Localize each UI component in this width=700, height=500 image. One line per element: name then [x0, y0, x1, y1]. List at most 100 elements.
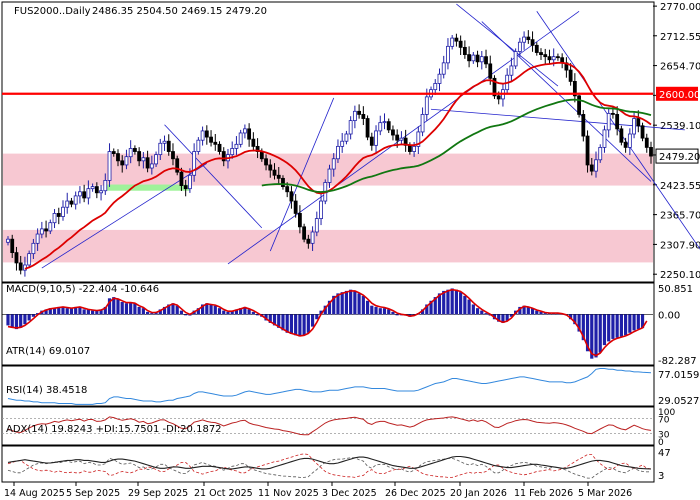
candle-body [242, 128, 247, 134]
candle-body [412, 145, 417, 152]
macd-bar [459, 292, 463, 315]
candle-body [124, 156, 129, 166]
macd-bar [349, 289, 353, 315]
macd-bar [518, 306, 522, 315]
macd-bar [120, 302, 124, 315]
adx-di-minus-line [7, 453, 652, 478]
candle-body [107, 151, 112, 181]
macd-bar [294, 314, 298, 336]
macd-bar [217, 308, 222, 315]
macd-bar [615, 314, 619, 338]
zone-pink-1 [3, 229, 653, 263]
candle-body [255, 145, 260, 152]
atr-line [7, 368, 652, 405]
candle-body [137, 151, 142, 162]
rsi-line [7, 416, 652, 436]
candle-body [188, 174, 192, 190]
candle-body [14, 252, 19, 264]
candlestick-series [6, 30, 653, 277]
macd-bar [112, 297, 116, 315]
macd-bar [27, 314, 31, 321]
candle-body [623, 141, 628, 148]
candle-body [416, 131, 421, 147]
candle-body [183, 185, 188, 190]
candle-body [120, 160, 125, 166]
macd-bar [179, 310, 184, 315]
candle-body [306, 238, 311, 244]
macd-bar [239, 308, 243, 315]
candle-body [526, 36, 531, 41]
trendline-0 [41, 163, 208, 269]
candle-body [589, 164, 594, 172]
candle-body [56, 213, 61, 217]
macd-bar [52, 308, 57, 315]
macd-bar [133, 303, 137, 315]
macd-bar [19, 314, 23, 328]
candle-body [158, 142, 163, 156]
macd-bar [116, 299, 120, 315]
macd-bar [247, 309, 251, 315]
macd-bar [446, 289, 450, 315]
candle-body [462, 46, 467, 55]
macd-bar [124, 303, 129, 315]
macd-bar [82, 309, 86, 315]
candle-body [310, 231, 315, 244]
candle-body [86, 188, 91, 199]
candle-body [204, 130, 209, 138]
candle-body [171, 151, 175, 160]
candle-body [82, 191, 87, 199]
macd-bar [370, 305, 374, 315]
macd-panel: 50.851 0.00 -82.287 [2, 284, 697, 367]
macd-bar [251, 311, 255, 315]
price-tick-label: 2654.70 [660, 62, 700, 73]
macd-bar [255, 314, 260, 316]
macd-tick-label: -82.287 [658, 356, 697, 367]
macd-bar [632, 314, 636, 331]
trendlines [41, 3, 700, 269]
candle-body [420, 114, 425, 133]
candle-body [52, 213, 57, 224]
date-tick-label: 3 Dec 2025 [322, 488, 377, 499]
macd-bar [323, 305, 327, 315]
resistance-line: 2600.00 2479.20 [2, 86, 700, 164]
candle-body [314, 218, 319, 233]
candle-body [27, 253, 32, 266]
macd-bar [636, 314, 640, 330]
macd-bar [306, 314, 310, 333]
macd-bar [129, 302, 133, 315]
macd-bar [442, 290, 446, 315]
candle-body [382, 121, 387, 124]
candle-body [268, 164, 273, 171]
candle-body [352, 110, 357, 122]
candle-body [467, 54, 471, 62]
macd-bar [61, 306, 65, 315]
macd-bar [289, 314, 294, 335]
candle-body [598, 147, 603, 161]
rsi-tick-label: 70 [658, 415, 670, 425]
macd-bar [298, 314, 302, 337]
macd-bar [467, 299, 471, 315]
candle-body [509, 65, 514, 76]
candle-body [289, 191, 294, 202]
macd-bar [23, 314, 27, 325]
date-tick-label: 21 Oct 2025 [194, 488, 253, 499]
macd-bar [336, 293, 340, 315]
candle-body [111, 151, 116, 155]
candle-body [585, 135, 590, 166]
macd-bar [234, 309, 239, 315]
candle-body [145, 157, 150, 169]
macd-bar [598, 314, 602, 353]
macd-tick-label: 0.00 [658, 310, 680, 321]
macd-bar [539, 311, 543, 315]
candle-body [551, 56, 556, 61]
candle-body [357, 110, 362, 115]
macd-bar [353, 290, 357, 315]
candle-body [162, 140, 167, 144]
candle-body [547, 56, 552, 61]
macd-bar [391, 311, 395, 315]
date-tick-label: 11 Feb 2026 [514, 488, 573, 499]
candle-body [192, 151, 197, 176]
date-tick-label: 29 Sep 2025 [128, 488, 188, 499]
macd-bar [509, 314, 514, 317]
macd-label: MACD(9,10,5) -22.404 -10.646 [6, 284, 159, 295]
